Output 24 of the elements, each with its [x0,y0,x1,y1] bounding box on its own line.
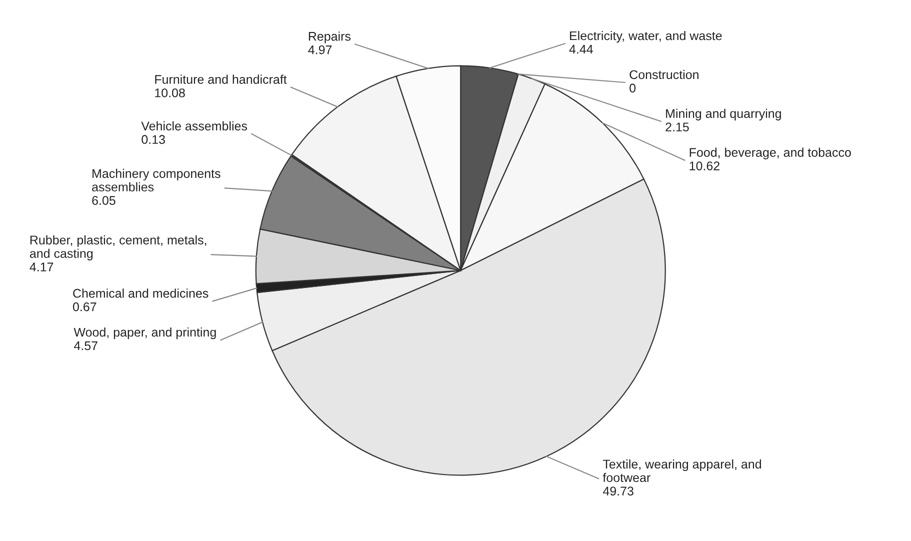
data-label: 6.05 [92,196,116,205]
slice-label: Mining and quarrying [666,108,781,120]
slice-label: Chemical and medicines [73,288,208,298]
data-label: 4.97 [308,45,332,54]
slice-label: Rubber, plastic, cement, metals, and casting [30,235,206,260]
slice-label: Food, beverage, and tobacco [690,148,851,160]
data-label: 4.44 [569,44,593,54]
slice-label: Electricity, water, and waste [570,30,722,43]
slice-label: Vehicle assemblies [141,121,248,130]
data-label: 49.73 [602,486,634,496]
data-label: 0.67 [72,302,96,312]
slice-label: Machinery components assemblies [92,168,220,192]
data-label: 2.15 [666,122,689,132]
slice-label: Textile, wearing apparel, and footwear [602,459,762,482]
data-label: 10.08 [155,88,185,98]
slice-label: Repairs [308,32,351,44]
data-label: 0.13 [142,135,165,144]
text: 0 [630,84,636,93]
data-label: 10.62 [690,161,720,170]
slice-label: Wood, paper, and printing [74,327,216,340]
data-label: 4.17 [30,262,54,272]
category-label: Construction [630,70,698,80]
slice-label: Furniture and handicraft [155,74,287,84]
data-label: 4.57 [74,341,98,350]
